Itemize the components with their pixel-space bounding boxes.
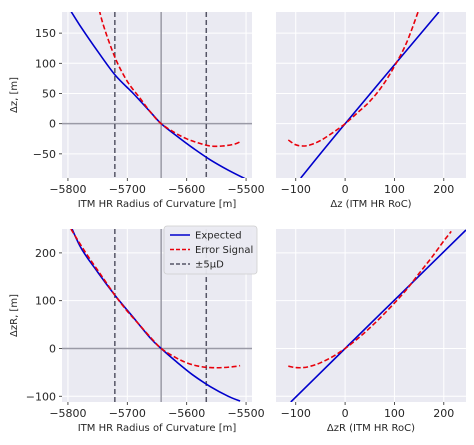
x-tick-label: −5600 xyxy=(168,183,205,196)
x-axis-label: Δz (ITM HR RoC) xyxy=(330,199,411,210)
y-tick-label: 100 xyxy=(35,57,56,70)
y-tick-label: 0 xyxy=(49,118,56,131)
legend: Expected Error Signal ±5μD xyxy=(163,225,258,275)
series-line-expected xyxy=(290,229,466,402)
series-line-error-signal xyxy=(70,229,241,369)
x-tick-label: −5700 xyxy=(109,183,146,196)
y-axis-label: Δz, [m] xyxy=(9,77,20,113)
series-line-expected xyxy=(300,12,440,178)
legend-label: Error Signal xyxy=(195,245,253,256)
x-tick-label: 100 xyxy=(384,183,405,196)
x-axis-label: ITM HR Radius of Curvature [m] xyxy=(78,423,237,434)
x-tick-label: 100 xyxy=(384,407,405,420)
x-tick-label: −5500 xyxy=(227,407,264,420)
x-tick-label: −5600 xyxy=(168,407,205,420)
y-tick-label: −50 xyxy=(33,148,56,161)
panel-top-right: −100 0 100 200 Δz (ITM HR RoC) xyxy=(276,12,466,210)
legend-label: Expected xyxy=(195,231,242,242)
x-tick-label: −100 xyxy=(281,183,311,196)
x-tick-label: −100 xyxy=(281,407,311,420)
x-tick-label: 0 xyxy=(342,183,349,196)
x-tick-label: 0 xyxy=(342,407,349,420)
series-line-error-signal xyxy=(98,12,241,148)
legend-label: ±5μD xyxy=(195,260,224,271)
x-axis-label: ΔzR (ITM HR RoC) xyxy=(327,423,415,434)
y-axis-label: ΔzR, [m] xyxy=(9,294,20,337)
series-line-error-signal xyxy=(288,230,452,369)
y-tick-label: 150 xyxy=(35,27,56,40)
axes-background xyxy=(276,229,466,402)
x-tick-label: −5800 xyxy=(49,183,86,196)
x-tick-label: 200 xyxy=(433,183,454,196)
panel-bottom-right: −100 0 100 200 ΔzR (ITM HR RoC) xyxy=(276,229,466,434)
plot-area xyxy=(288,229,466,402)
legend-box xyxy=(163,225,258,275)
plot-area xyxy=(287,12,440,178)
y-tick-label: −100 xyxy=(26,390,56,403)
plot-area xyxy=(62,12,252,178)
y-tick-label: 50 xyxy=(42,87,56,100)
x-tick-label: −5800 xyxy=(49,407,86,420)
y-tick-label: 100 xyxy=(35,295,56,308)
series-line-error-signal xyxy=(287,12,419,147)
x-tick-label: −5500 xyxy=(227,183,264,196)
axes-background xyxy=(62,12,252,178)
y-tick-label: 200 xyxy=(35,247,56,260)
x-tick-label: 200 xyxy=(433,407,454,420)
axes-background xyxy=(276,12,466,178)
y-tick-label: 0 xyxy=(49,342,56,355)
x-axis-label: ITM HR Radius of Curvature [m] xyxy=(78,199,237,210)
panel-top-left: −5800 −5700 −5600 −5500 −50 0 50 100 150 ITM HR R… xyxy=(9,12,265,210)
x-tick-label: −5700 xyxy=(109,407,146,420)
